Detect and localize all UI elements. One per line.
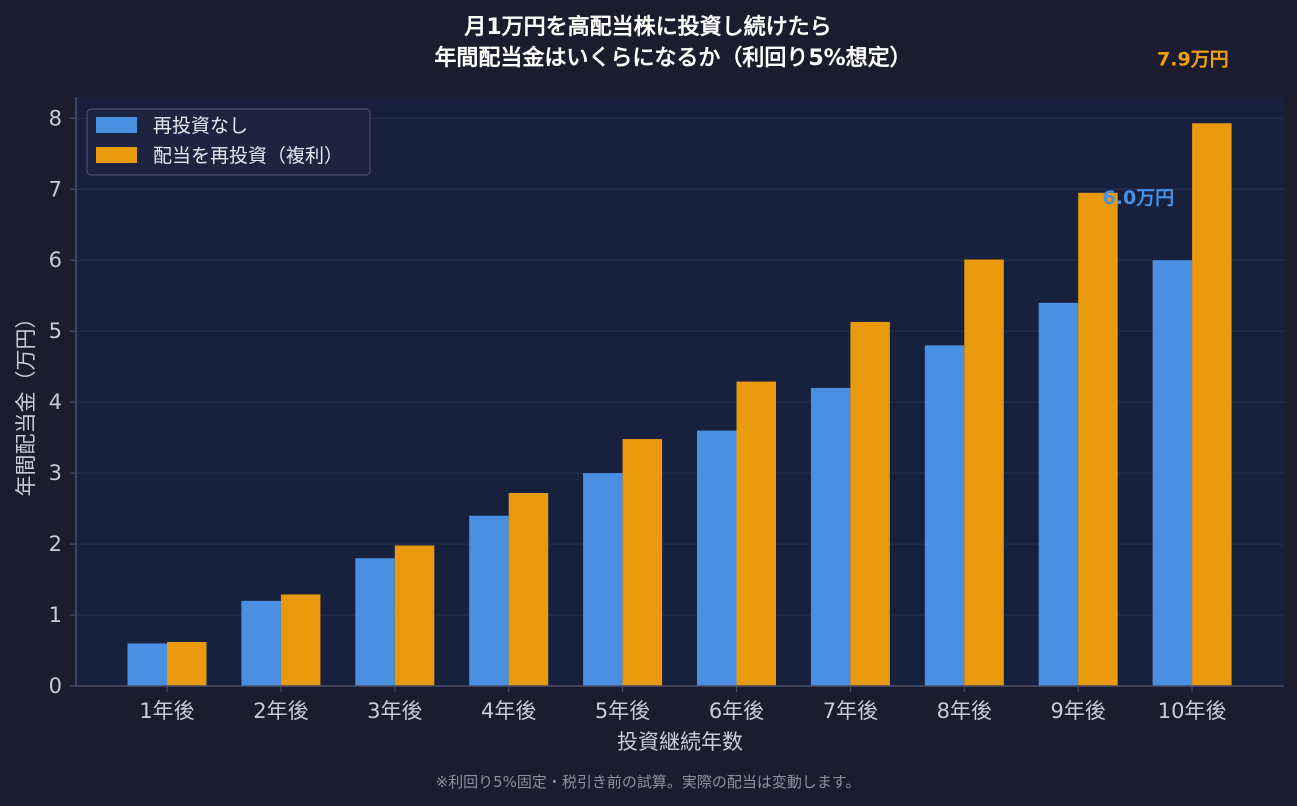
x-tick-label: 3年後 xyxy=(367,699,422,723)
x-tick-label: 1年後 xyxy=(139,699,194,723)
bar-reinvest xyxy=(622,439,663,686)
legend-label-no-reinvest: 再投資なし xyxy=(153,115,248,137)
legend: 再投資なし 配当を再投資（複利） xyxy=(86,108,371,176)
y-tick-label: 1 xyxy=(49,603,62,627)
y-tick-labels: 0 1 2 3 4 5 6 7 8 xyxy=(49,106,62,698)
y-axis-label: 年間配当金（万円） xyxy=(14,308,38,497)
bar-no-reinvest xyxy=(583,473,623,686)
bar-no-reinvest xyxy=(810,387,851,686)
footnote: ※利回り5%固定・税引き前の試算。実際の配当は変動します。 xyxy=(436,773,861,791)
bar-reinvest xyxy=(280,594,321,686)
bar-reinvest xyxy=(736,381,776,686)
x-tick-label: 7年後 xyxy=(823,699,878,723)
y-tick-label: 0 xyxy=(49,674,62,698)
annotation-reinvest-final: 7.9万円 xyxy=(1157,48,1229,70)
y-tick-label: 4 xyxy=(49,390,62,414)
bar-no-reinvest xyxy=(1152,260,1193,686)
x-axis-label: 投資継続年数 xyxy=(617,730,743,754)
chart-title-line-1: 月1万円を高配当株に投資し続けたら xyxy=(463,14,831,40)
x-tick-label: 4年後 xyxy=(481,699,536,723)
bar-no-reinvest xyxy=(127,643,167,686)
bar-no-reinvest xyxy=(241,600,281,686)
bar-reinvest xyxy=(850,321,890,686)
legend-label-reinvest: 配当を再投資（複利） xyxy=(153,145,343,167)
y-tick-label: 5 xyxy=(49,319,62,343)
legend-swatch-reinvest xyxy=(96,147,137,163)
x-tick-label: 10年後 xyxy=(1158,699,1227,723)
bar-no-reinvest xyxy=(1038,302,1079,686)
bar-reinvest xyxy=(1078,192,1118,686)
bar-no-reinvest xyxy=(924,345,965,686)
chart-title-line-2: 年間配当金はいくらになるか（利回り5%想定） xyxy=(434,45,911,71)
bars xyxy=(127,123,1232,686)
bar-no-reinvest xyxy=(697,430,737,686)
bar-no-reinvest xyxy=(355,558,395,686)
bar-reinvest xyxy=(1192,123,1232,686)
annotation-no-reinvest-final: 6.0万円 xyxy=(1103,187,1175,209)
y-tick-label: 6 xyxy=(49,248,62,272)
y-tick-label: 3 xyxy=(49,461,62,485)
x-tick-label: 2年後 xyxy=(253,699,308,723)
y-tick-label: 7 xyxy=(49,177,62,201)
legend-box xyxy=(86,108,371,176)
x-tick-labels: 1年後 2年後 3年後 4年後 5年後 6年後 7年後 8年後 9年後 10年後 xyxy=(139,699,1226,723)
x-tick-label: 6年後 xyxy=(709,699,764,723)
bar-reinvest xyxy=(167,642,207,686)
y-tick-label: 2 xyxy=(49,532,62,556)
x-tick-label: 8年後 xyxy=(937,699,992,723)
bar-reinvest xyxy=(394,545,435,686)
bar-reinvest xyxy=(964,259,1004,686)
y-tick-label: 8 xyxy=(49,106,62,130)
axes xyxy=(70,97,1284,692)
x-tick-label: 5年後 xyxy=(595,699,650,723)
legend-swatch-no-reinvest xyxy=(96,117,137,133)
bar-reinvest xyxy=(508,492,549,686)
x-tick-label: 9年後 xyxy=(1051,699,1106,723)
bar-no-reinvest xyxy=(469,515,509,686)
